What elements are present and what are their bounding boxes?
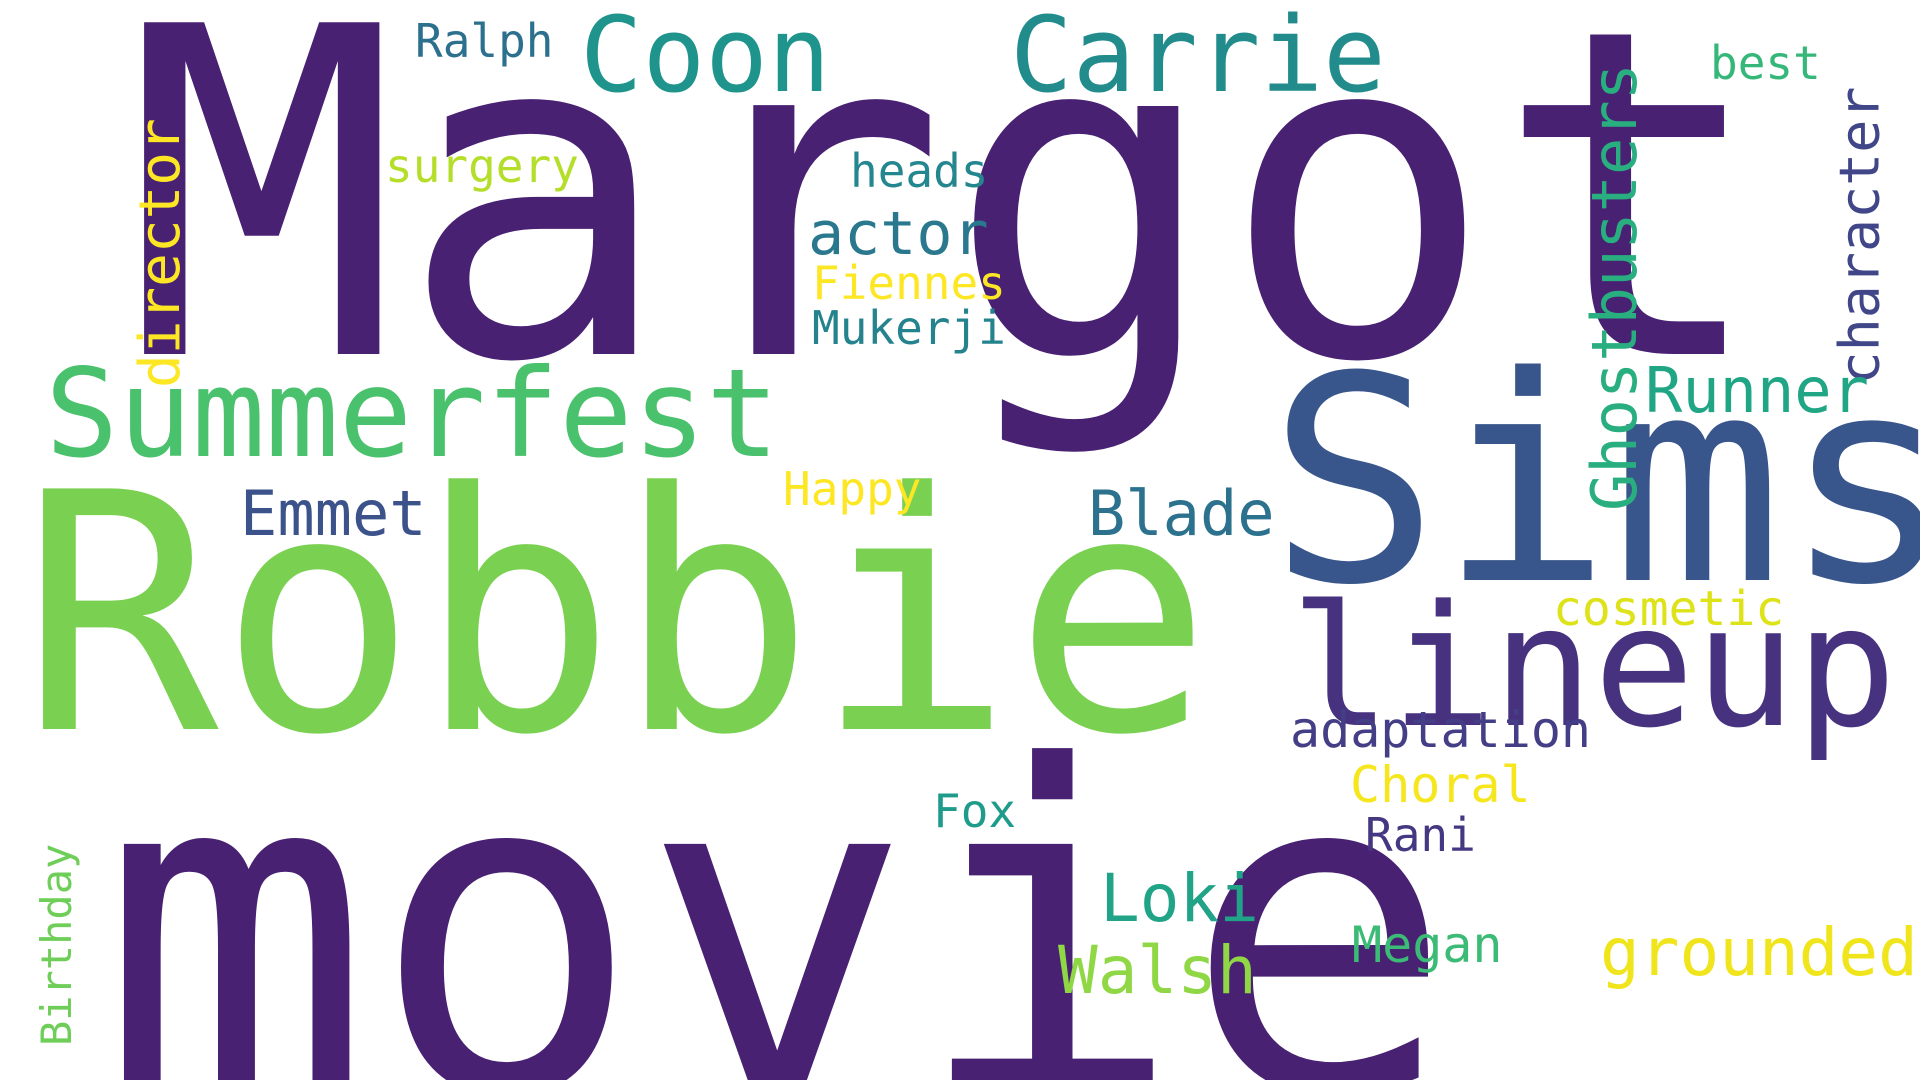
word-happy: Happy — [783, 462, 922, 516]
word-best: best — [1710, 36, 1821, 90]
word-robbie: Robbie — [20, 423, 1213, 807]
word-fiennes: Fiennes — [812, 256, 1006, 310]
word-birthday: Birthday — [32, 843, 81, 1046]
word-lineup: lineup — [1290, 569, 1897, 765]
word-coon: Coon — [580, 0, 831, 116]
word-heads: heads — [850, 144, 989, 198]
word-cosmetic: cosmetic — [1553, 581, 1785, 637]
word-runner: Runner — [1645, 354, 1869, 427]
word-choral: Choral — [1350, 756, 1531, 814]
word-loki: Loki — [1100, 860, 1259, 937]
word-movie: movie — [100, 673, 1455, 1080]
word-emmet: Emmet — [240, 477, 427, 550]
word-director: director — [128, 118, 193, 388]
word-carrie: Carrie — [1010, 0, 1386, 116]
word-mukerji: Mukerji — [812, 301, 1006, 355]
word-megan: Megan — [1352, 916, 1503, 974]
word-ralph: Ralph — [415, 14, 554, 68]
word-surgery: surgery — [385, 139, 579, 193]
word-sims: Sims — [1268, 316, 1920, 648]
word-walsh: Walsh — [1058, 932, 1257, 1009]
word-adaptation: adaptation — [1290, 701, 1592, 759]
word-rani: Rani — [1365, 808, 1476, 862]
word-blade: Blade — [1088, 477, 1275, 550]
word-fox: Fox — [933, 784, 1017, 838]
word-character: character — [1827, 86, 1892, 385]
word-grounded: grounded — [1600, 914, 1918, 991]
word-actor: actor — [808, 199, 989, 269]
word-ghostbusters: Ghostbusters — [1578, 63, 1651, 511]
word-summerfest: Summerfest — [45, 343, 780, 485]
word-margot: Margot — [125, 0, 1769, 462]
